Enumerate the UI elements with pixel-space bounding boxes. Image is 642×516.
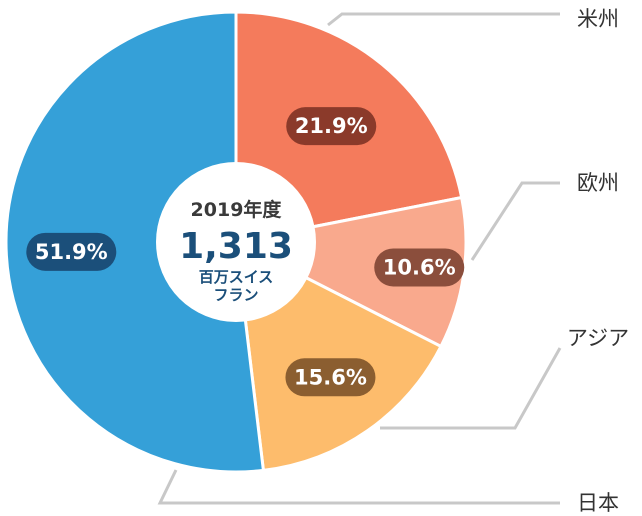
region-label-1: 欧州 — [577, 171, 619, 195]
region-label-3: 日本 — [577, 491, 619, 515]
center-value: 1,313 — [179, 226, 293, 267]
value-label-2: 15.6% — [294, 365, 367, 389]
value-pill-2 — [285, 358, 376, 397]
center-year: 2019年度 — [191, 198, 283, 221]
value-label-3: 51.9% — [35, 240, 108, 264]
leader-line-1 — [470, 181, 560, 261]
center-unit-line2: フラン — [213, 286, 258, 304]
value-pill-0 — [286, 107, 377, 146]
value-pill-1 — [374, 248, 465, 287]
slice-3 — [4, 10, 266, 474]
value-labels: 21.9% 10.6% 15.6% 51.9% — [26, 107, 465, 397]
center-hole — [156, 162, 316, 322]
leader-line-3 — [157, 469, 560, 505]
region-label-0: 米州 — [577, 7, 619, 31]
leader-lines — [157, 12, 562, 505]
leader-line-0 — [327, 12, 560, 27]
value-label-1: 10.6% — [383, 255, 456, 279]
value-label-0: 21.9% — [295, 114, 368, 138]
value-pill-3 — [26, 232, 117, 271]
leader-line-2 — [380, 347, 562, 430]
center-unit-line1: 百万スイス — [199, 268, 274, 286]
region-label-2: アジア — [567, 326, 629, 350]
